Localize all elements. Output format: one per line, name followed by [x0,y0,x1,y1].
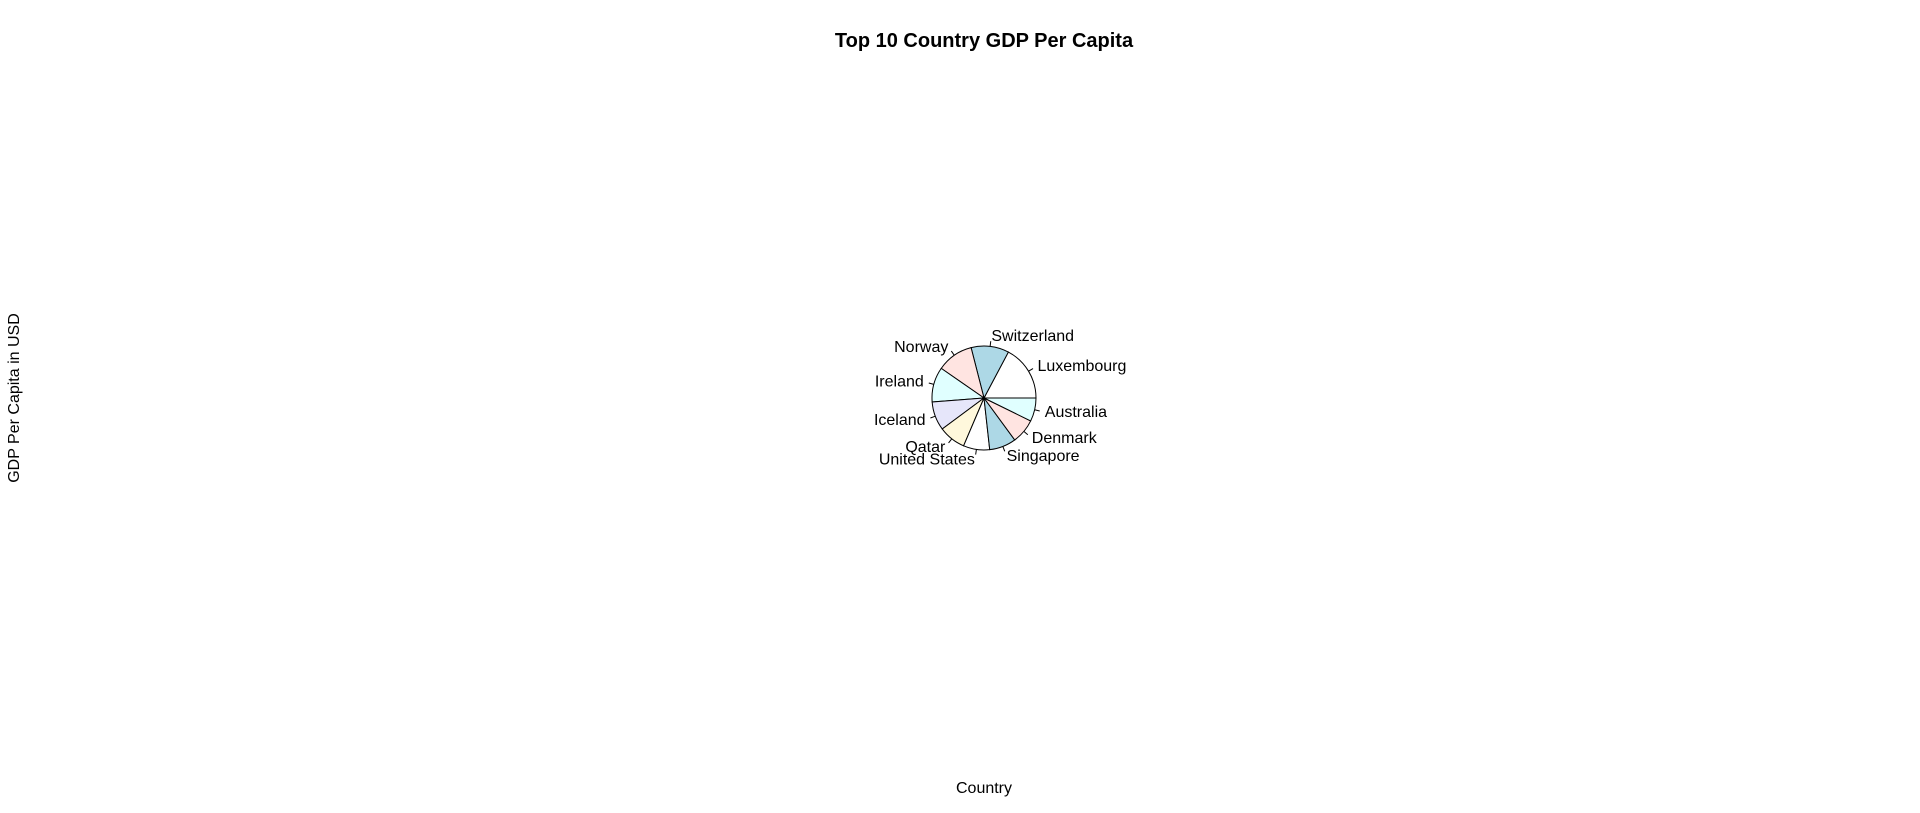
slice-label: Luxembourg [1037,358,1126,375]
slice-label-tick [1034,409,1040,412]
slice-label-tick [930,415,936,419]
slice-label: Switzerland [991,328,1074,345]
pie-slices [931,345,1037,451]
slice-label: Ireland [875,374,924,391]
slice-label: Denmark [1032,430,1098,447]
slice-label-tick [989,341,992,347]
slice-label: United States [879,452,975,469]
chart-title: Top 10 Country GDP Per Capita [835,30,1134,52]
slice-label-tick [1002,446,1006,452]
slice-label: Singapore [1007,448,1080,465]
slice-label: Norway [894,339,948,356]
slice-label-tick [948,438,953,444]
slice-label-tick [1028,368,1034,372]
slice-label-tick [975,449,977,455]
slice-label: Australia [1045,404,1107,421]
slice-labels: Luxembourg Switzerland Norway Ireland Icelan… [874,328,1126,469]
slice-label-tick [928,382,934,385]
slice-label-tick [1023,431,1029,436]
slice-label: Iceland [874,412,926,429]
slice-label: Qatar [905,439,946,456]
slice-label-tick [950,350,955,356]
x-axis-label: Country [956,780,1012,797]
y-axis-label: GDP Per Capita in USD [6,313,23,483]
pie-slice-australia [983,397,1037,422]
